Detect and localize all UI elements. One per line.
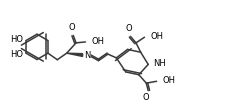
Text: OH: OH (91, 37, 104, 46)
Text: HO: HO (10, 50, 23, 59)
Text: N: N (84, 51, 91, 60)
Text: NH: NH (153, 59, 166, 68)
Text: O: O (125, 24, 132, 33)
Text: HO: HO (10, 35, 23, 44)
Polygon shape (67, 53, 83, 56)
Text: OH: OH (162, 76, 175, 85)
Text: OH: OH (150, 32, 163, 41)
Text: O: O (142, 93, 149, 102)
Text: O: O (69, 23, 76, 32)
